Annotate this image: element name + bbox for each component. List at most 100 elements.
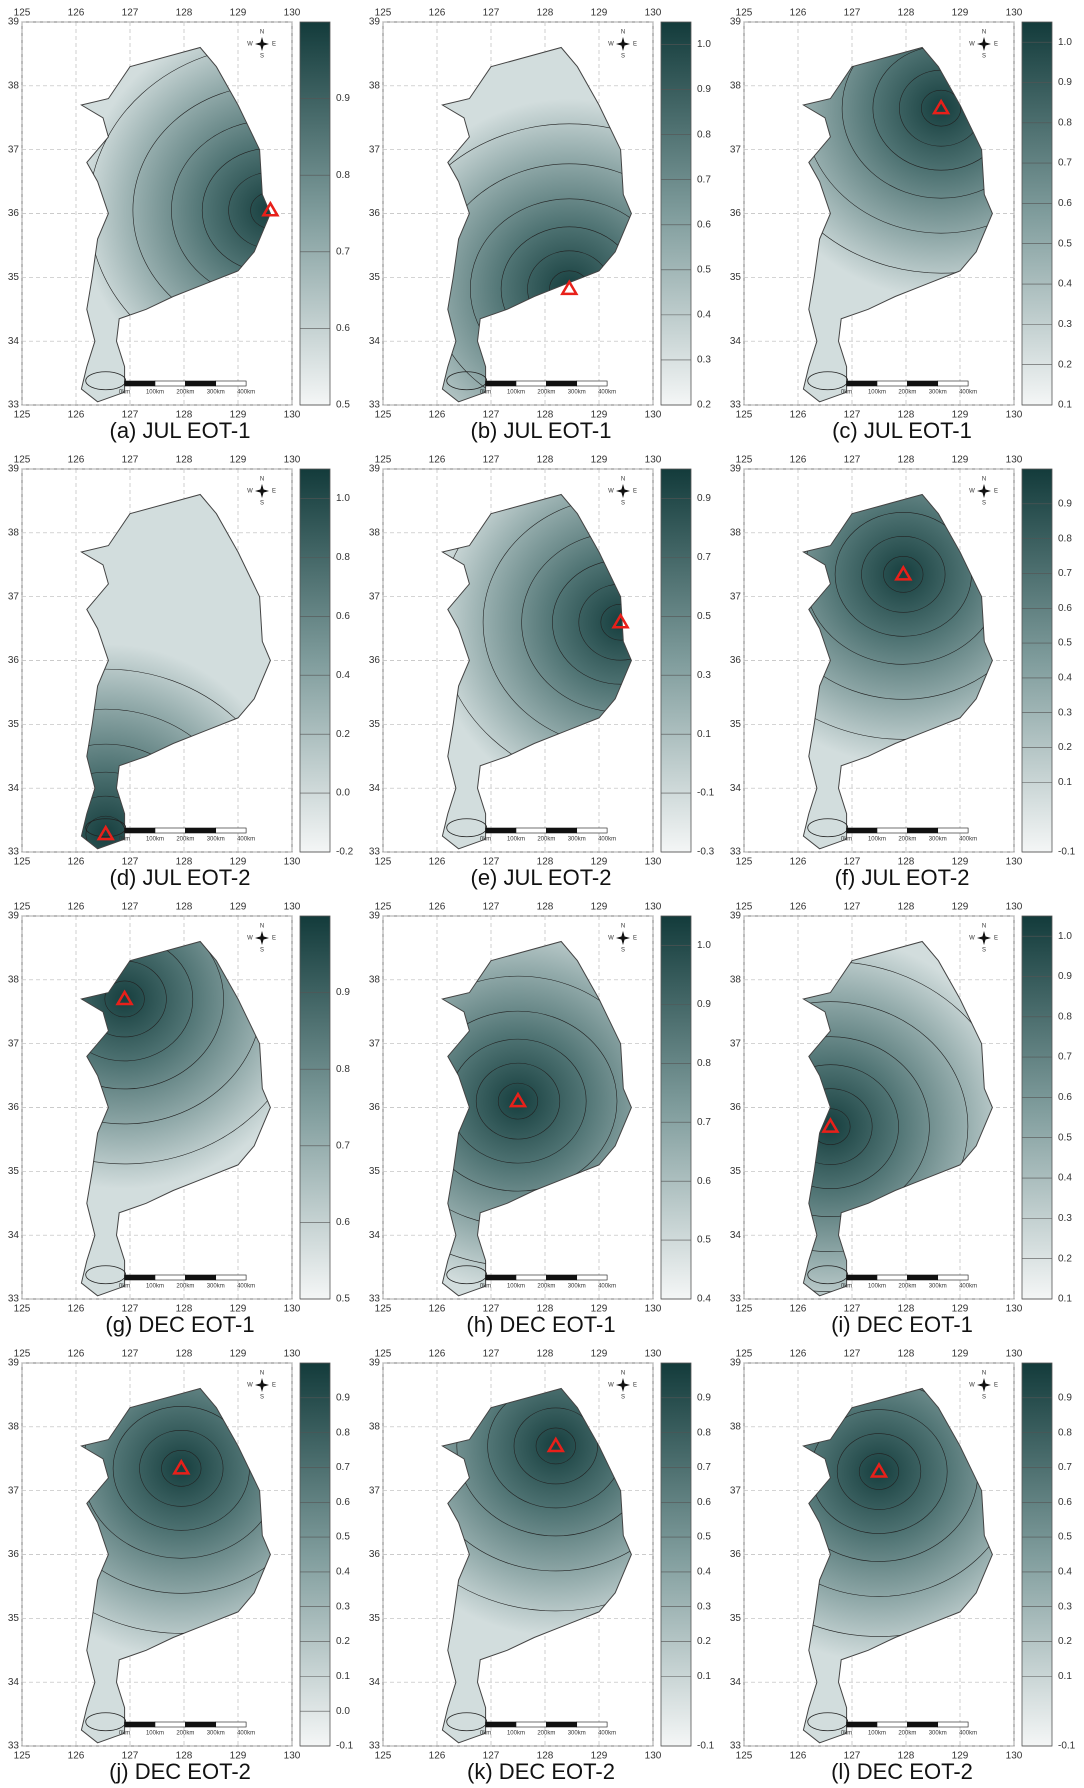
scale-label: 0km <box>480 1284 491 1290</box>
compass-label: W <box>969 936 975 942</box>
lon-label: 126 <box>68 410 85 421</box>
lon-label: 128 <box>176 1751 193 1762</box>
caption: (g) DEC EOT-1 <box>105 1312 254 1337</box>
lon-label: 129 <box>952 857 969 868</box>
colorbar-label: 0.6 <box>336 1217 350 1228</box>
scale-label: 200km <box>898 390 916 396</box>
scale-label: 0km <box>119 1731 130 1737</box>
lon-label: 128 <box>537 857 554 868</box>
compass-label: N <box>260 924 264 930</box>
lon-label: 125 <box>14 857 31 868</box>
scale-label: 0km <box>119 1284 130 1290</box>
lat-label: 35 <box>8 719 20 730</box>
colorbar-label: 0.1 <box>1058 1671 1072 1682</box>
lon-label: 130 <box>284 8 301 19</box>
colorbar-label: 0.7 <box>336 246 350 257</box>
scale-label: 100km <box>146 390 164 396</box>
colorbar-label: 0.3 <box>1058 1213 1072 1224</box>
colorbar-label: 0.5 <box>697 1235 711 1246</box>
lon-label: 127 <box>844 410 861 421</box>
lon-label: 127 <box>844 1349 861 1360</box>
lat-label: 36 <box>730 208 742 219</box>
scale-segment <box>485 380 517 387</box>
scale-segment <box>846 380 878 387</box>
scale-segment <box>185 827 217 834</box>
lat-label: 36 <box>369 655 381 666</box>
lat-label: 38 <box>730 527 742 538</box>
compass-label: N <box>621 1371 625 1377</box>
marker <box>894 564 913 581</box>
lon-label: 130 <box>1006 1304 1023 1315</box>
colorbar <box>299 21 331 406</box>
compass <box>616 37 630 51</box>
scale-label: 300km <box>929 1731 947 1737</box>
lon-label: 127 <box>122 1751 139 1762</box>
colorbar-label: 0.4 <box>336 670 350 681</box>
scale-label: 400km <box>598 1284 616 1290</box>
lon-label: 129 <box>230 857 247 868</box>
lon-label: 129 <box>230 410 247 421</box>
marker <box>508 1091 528 1108</box>
lon-label: 127 <box>844 455 861 466</box>
map-panel: 125 125 126 126 127 127 128 128 129 129 130 130 33 34… <box>369 1349 715 1784</box>
lat-label: 34 <box>369 1230 381 1241</box>
lat-label: 35 <box>369 719 381 730</box>
compass-label: S <box>982 501 986 507</box>
colorbar-label: 0.8 <box>336 170 350 181</box>
marker <box>869 1462 889 1478</box>
lon-label: 127 <box>844 1304 861 1315</box>
map-panel: 125 125 126 126 127 127 128 128 129 129 130 130 33 34… <box>8 902 350 1337</box>
contour-line <box>803 1388 993 1597</box>
colorbar-label: 0.3 <box>697 670 711 681</box>
lat-label: 36 <box>730 1549 742 1560</box>
colorbar <box>660 915 692 1300</box>
lon-label: 126 <box>790 1304 807 1315</box>
scale-segment <box>846 1274 878 1281</box>
scale-segment <box>154 1274 186 1281</box>
scale-segment <box>485 1274 517 1281</box>
lat-label: 37 <box>730 591 742 602</box>
lat-label: 34 <box>730 1677 742 1688</box>
lon-label: 130 <box>1006 1349 1023 1360</box>
lon-label: 128 <box>537 1751 554 1762</box>
marker <box>560 279 579 296</box>
colorbar-label: 0.6 <box>1058 1092 1072 1103</box>
lon-label: 128 <box>898 8 915 19</box>
colorbar-label: 1.0 <box>697 940 711 951</box>
colorbar-label: 0.2 <box>1058 1253 1072 1264</box>
scale-segment <box>515 380 547 387</box>
lon-label: 130 <box>284 410 301 421</box>
compass <box>616 484 630 498</box>
lat-label: 34 <box>8 1677 20 1688</box>
lat-label: 33 <box>730 847 742 858</box>
colorbar-label: -0.1 <box>697 1741 715 1752</box>
lon-label: 129 <box>591 902 608 913</box>
scale-label: 100km <box>507 1284 525 1290</box>
lon-label: 126 <box>429 902 446 913</box>
contour-line <box>81 1388 271 1594</box>
lon-label: 129 <box>230 1304 247 1315</box>
lat-label: 33 <box>730 400 742 411</box>
contour-line <box>81 941 271 1165</box>
compass <box>255 931 269 945</box>
lon-label: 128 <box>537 1304 554 1315</box>
lat-label: 35 <box>730 719 742 730</box>
map-panel: 125 125 126 126 127 127 128 128 129 129 130 130 33 34… <box>8 1349 354 1784</box>
lat-label: 35 <box>8 272 20 283</box>
lat-label: 33 <box>369 400 381 411</box>
compass-label: N <box>982 477 986 483</box>
scale-segment <box>576 1274 608 1281</box>
lon-label: 130 <box>1006 8 1023 19</box>
scale-label: 300km <box>568 1284 586 1290</box>
scale-label: 400km <box>237 1284 255 1290</box>
contour-line <box>803 494 993 700</box>
lon-label: 127 <box>122 1349 139 1360</box>
scale-segment <box>124 380 156 387</box>
lon-label: 128 <box>176 1304 193 1315</box>
colorbar-label: 0.3 <box>697 1601 711 1612</box>
compass-label: S <box>260 54 264 60</box>
lat-label: 35 <box>730 1166 742 1177</box>
scale-segment <box>485 1721 517 1728</box>
contour-line <box>841 47 993 199</box>
lon-label: 129 <box>952 410 969 421</box>
